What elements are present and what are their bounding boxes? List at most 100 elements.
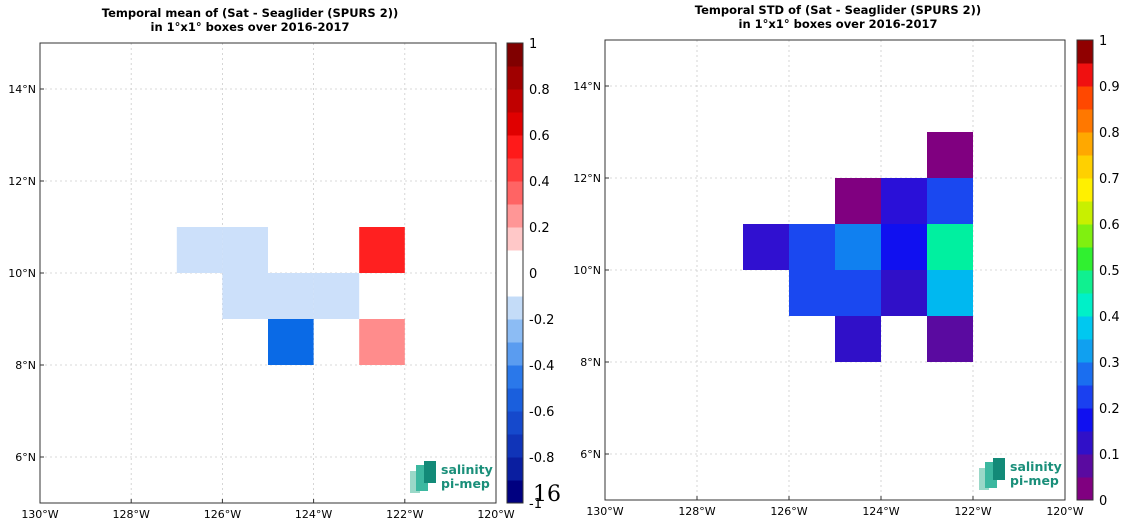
colorbar-segment — [507, 250, 523, 274]
heatmap-cell — [927, 270, 973, 316]
x-tick-label: 120°W — [477, 508, 514, 521]
colorbar-frame — [506, 42, 524, 504]
colorbar-segment — [1077, 201, 1093, 225]
colorbar-segment — [507, 457, 523, 481]
heatmap-cell — [789, 224, 835, 270]
colorbar-tick-label: -0.4 — [529, 359, 554, 374]
colorbar-segment — [507, 227, 523, 251]
logo-text-pimep: pi-mep — [1010, 473, 1059, 488]
colorbar-segment — [1077, 293, 1093, 317]
chart-title: Temporal mean of (Sat - Seaglider (SPURS… — [102, 6, 398, 20]
colorbar-segment — [1077, 454, 1093, 478]
x-tick-label: 124°W — [295, 508, 332, 521]
heatmap-cell — [176, 227, 223, 273]
colorbar-segment — [1077, 63, 1093, 87]
heatmap-cell — [743, 224, 789, 270]
y-tick-label: 14°N — [573, 80, 601, 93]
colorbar-segment — [507, 43, 523, 67]
heatmap-cell — [222, 273, 268, 319]
colorbar-segment — [1077, 132, 1093, 156]
x-tick-label: 128°W — [113, 508, 150, 521]
colorbar-segment — [507, 365, 523, 389]
colorbar-segment — [1077, 155, 1093, 179]
colorbar-segment — [1077, 86, 1093, 110]
y-tick-label: 12°N — [8, 175, 36, 188]
colorbar-segment — [507, 319, 523, 343]
colorbar-tick-label: 0.4 — [529, 175, 550, 190]
x-tick-label: 128°W — [678, 505, 715, 518]
colorbar-segment — [1077, 408, 1093, 432]
colorbar-tick-label: 0.5 — [1099, 264, 1120, 279]
y-tick-label: 14°N — [8, 83, 36, 96]
y-tick-label: 8°N — [580, 356, 601, 369]
colorbar-segment — [1077, 109, 1093, 133]
heatmap-cell — [359, 227, 405, 273]
colorbar-segment — [507, 158, 523, 182]
panel-1: Temporal mean of (Sat - Seaglider (SPURS… — [8, 6, 554, 521]
colorbar-segment — [507, 273, 523, 297]
x-tick-label: 130°W — [21, 508, 58, 521]
colorbar-segment — [1077, 316, 1093, 340]
colorbar-segment — [507, 66, 523, 90]
colorbar-tick-label: -0.6 — [529, 405, 554, 420]
logo-mark-back — [410, 471, 420, 493]
colorbar-segment — [507, 388, 523, 412]
heatmap-cell — [881, 224, 927, 270]
logo-mark-back — [979, 468, 989, 490]
colorbar-tick-label: 0.2 — [529, 221, 550, 236]
colorbar-tick-label: 0.6 — [1099, 218, 1120, 233]
heatmap-cell — [835, 316, 881, 362]
heatmap-cell — [835, 224, 881, 270]
logo-text-pimep: pi-mep — [441, 476, 490, 491]
heatmap-cell — [268, 273, 314, 319]
colorbar-tick-label: 0 — [1099, 494, 1107, 509]
y-tick-label: 6°N — [580, 448, 601, 461]
colorbar-tick-label: 0.8 — [1099, 126, 1120, 141]
colorbar-segment — [1077, 385, 1093, 409]
panel-2: Temporal STD of (Sat - Seaglider (SPURS … — [573, 3, 1119, 518]
x-tick-label: 126°W — [204, 508, 241, 521]
colorbar-segment — [1077, 224, 1093, 248]
logo-mark-front — [424, 461, 436, 483]
colorbar-segment — [507, 135, 523, 159]
chart-subtitle: in 1°x1° boxes over 2016-2017 — [739, 17, 938, 31]
heatmap-cell — [927, 132, 973, 178]
colorbar-segment — [507, 296, 523, 320]
heatmap-cell — [881, 178, 927, 224]
colorbar-segment — [507, 204, 523, 228]
logo-mark-front — [993, 458, 1005, 480]
x-tick-label: 122°W — [954, 505, 991, 518]
y-tick-label: 10°N — [573, 264, 601, 277]
colorbar-tick-label: 0.2 — [1099, 402, 1120, 417]
x-tick-label: 122°W — [386, 508, 423, 521]
colorbar-tick-label: -0.8 — [529, 451, 554, 466]
heatmap-cell — [881, 270, 927, 316]
colorbar-segment — [507, 434, 523, 458]
heatmap-cell — [927, 178, 973, 224]
colorbar-tick-label: 0.4 — [1099, 310, 1120, 325]
page-number: 16 — [533, 482, 561, 507]
colorbar-segment — [1077, 247, 1093, 271]
colorbar-tick-label: 0.3 — [1099, 356, 1120, 371]
heatmap-cell — [268, 319, 314, 365]
colorbar-segment — [507, 112, 523, 136]
colorbar-frame — [1076, 39, 1094, 501]
colorbar-segment — [507, 181, 523, 205]
colorbar-tick-label: 0 — [529, 267, 537, 282]
colorbar-segment — [507, 480, 523, 504]
colorbar-segment — [1077, 40, 1093, 64]
heatmap-cell — [789, 270, 835, 316]
colorbar-segment — [507, 89, 523, 113]
x-tick-label: 124°W — [862, 505, 899, 518]
colorbar-tick-label: 1 — [529, 37, 537, 52]
colorbar-tick-label: 0.9 — [1099, 80, 1120, 95]
heatmap-cell — [222, 227, 268, 273]
colorbar-segment — [507, 411, 523, 435]
colorbar-tick-label: -1 — [529, 497, 542, 512]
y-tick-label: 12°N — [573, 172, 601, 185]
colorbar-segment — [1077, 477, 1093, 501]
logo-text-salinity: salinity — [1010, 459, 1062, 474]
